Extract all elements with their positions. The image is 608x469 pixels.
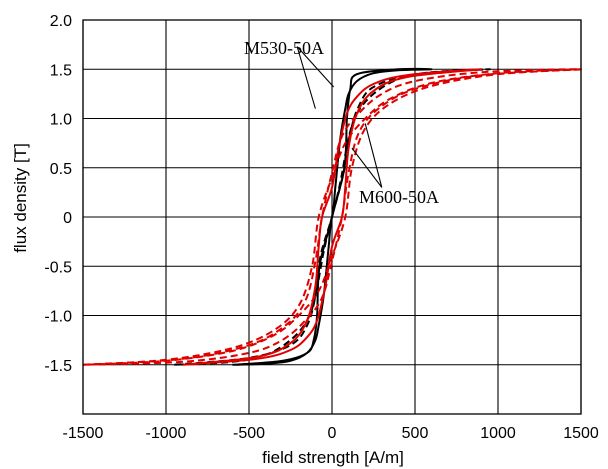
x-tick-label: 1500	[563, 425, 599, 442]
y-tick-label: 1.0	[50, 112, 72, 129]
annotation-group: M530-50A M600-50A	[244, 38, 439, 207]
grid-lines	[82, 19, 582, 414]
x-tick-label: 0	[328, 425, 337, 442]
tick-labels: -1500 -1000 -500 0 500 1000 1500 2.0 1.5 1.0 0.5 0 -…	[44, 13, 598, 442]
y-tick-label: 0.5	[50, 161, 72, 178]
hysteresis-loop-red	[82, 68, 582, 366]
y-tick-label: 2.0	[50, 13, 72, 30]
x-tick-label: 500	[402, 425, 429, 442]
y-axis-label: flux density [T]	[11, 143, 30, 253]
annotation-leader-line	[364, 123, 383, 188]
y-tick-label: -0.5	[44, 259, 72, 276]
x-tick-label: -500	[233, 425, 265, 442]
annotation-leader-line	[296, 46, 316, 109]
y-tick-label: 0	[63, 210, 72, 227]
y-tick-label: -1.5	[44, 358, 72, 375]
x-tick-label: 1000	[480, 425, 516, 442]
x-tick-label: -1500	[63, 425, 104, 442]
annotation-leader-line	[296, 46, 335, 88]
hysteresis-loop-red	[182, 68, 483, 366]
plot-frame	[82, 19, 582, 415]
y-tick-label: 1.5	[50, 62, 72, 79]
annotation-m530: M530-50A	[244, 38, 324, 58]
annotation-m600: M600-50A	[359, 187, 439, 207]
x-tick-label: -1000	[146, 425, 187, 442]
hysteresis-loop-black	[174, 68, 491, 366]
annotation-leader-line	[351, 147, 383, 188]
y-tick-label: -1.0	[44, 309, 72, 326]
x-axis-label: field strength [A/m]	[262, 448, 404, 467]
